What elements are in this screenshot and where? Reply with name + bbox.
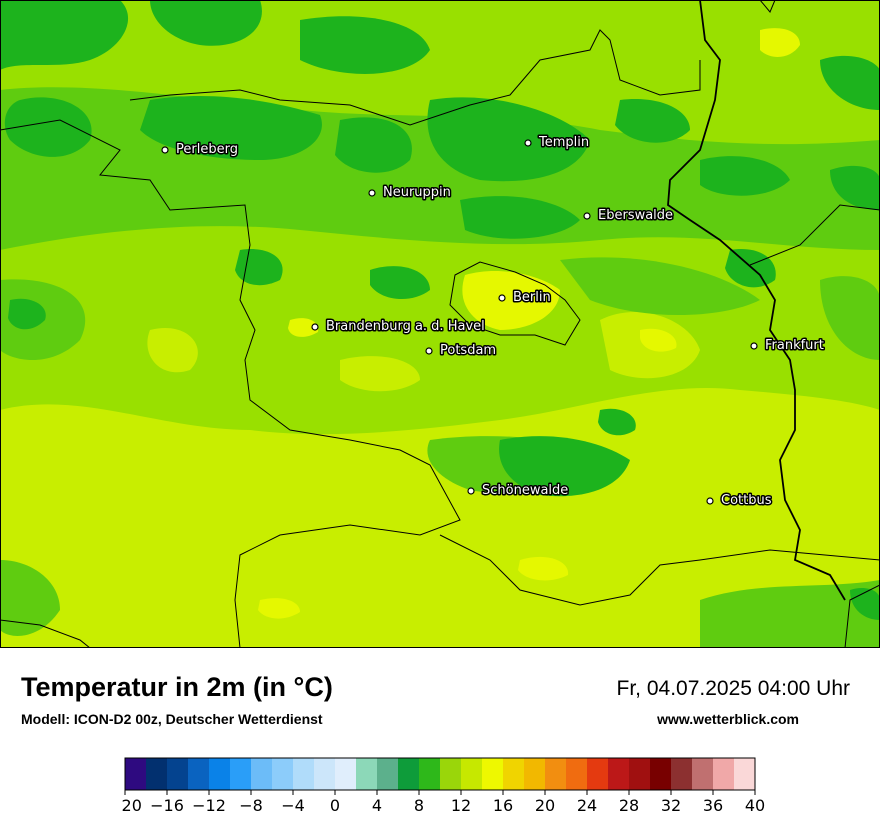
legend-tick-label: −8 — [239, 796, 263, 815]
legend-tick-label: −20 — [120, 796, 142, 815]
yellow-areas — [258, 28, 800, 619]
legend-color-cell — [146, 758, 168, 790]
city-cottbus: Cottbus — [706, 492, 773, 510]
legend-tick-label: 20 — [535, 796, 555, 815]
city-neuruppin: Neuruppin — [368, 184, 452, 202]
svg-text:Cottbus: Cottbus — [721, 493, 772, 508]
legend-color-cell — [209, 758, 231, 790]
svg-text:Eberswalde: Eberswalde — [598, 208, 673, 223]
legend-color-cell — [503, 758, 525, 790]
legend-color-cell — [482, 758, 504, 790]
legend-tick-label: −12 — [192, 796, 226, 815]
legend-tick-label: 0 — [330, 796, 340, 815]
legend-color-cell — [314, 758, 336, 790]
legend-color-cell — [398, 758, 420, 790]
legend-color-cell — [167, 758, 189, 790]
legend-color-cell — [692, 758, 714, 790]
city-brandenburg: Brandenburg a. d. Havel — [311, 318, 486, 336]
city-markers: Perleberg Templin Neuruppin Eberswalde B… — [161, 134, 825, 510]
legend-tick-label: 8 — [414, 796, 424, 815]
city-potsdam: Potsdam — [425, 342, 498, 360]
forecast-datetime: Fr, 04.07.2025 04:00 Uhr — [616, 677, 851, 700]
legend-color-cell — [293, 758, 315, 790]
dark-green-areas — [0, 0, 880, 620]
legend-tick-label: −16 — [150, 796, 184, 815]
svg-text:Perleberg: Perleberg — [176, 142, 238, 157]
svg-text:Neuruppin: Neuruppin — [383, 185, 451, 200]
city-schoenewalde: Schönewalde — [467, 482, 570, 500]
legend-color-cell — [461, 758, 483, 790]
city-berlin: Berlin — [498, 289, 552, 307]
map-canvas: Perleberg Templin Neuruppin Eberswalde B… — [0, 0, 880, 648]
svg-text:Berlin: Berlin — [513, 290, 551, 305]
state-boundary-north — [129, 29, 701, 126]
state-boundary — [0, 119, 461, 648]
legend-tick-label: 32 — [661, 796, 681, 815]
state-boundary-sw — [0, 619, 91, 648]
legend-color-cell — [230, 758, 252, 790]
legend-frame — [124, 757, 756, 791]
legend-tick-label: −4 — [281, 796, 305, 815]
legend-color-cell — [608, 758, 630, 790]
svg-text:Templin: Templin — [538, 135, 589, 150]
svg-text:Frankfurt: Frankfurt — [765, 338, 824, 353]
city-eberswalde: Eberswalde — [583, 207, 675, 225]
border-north-feature — [759, 0, 776, 13]
legend-color-cell — [629, 758, 651, 790]
legend-tick-label: 4 — [372, 796, 382, 815]
legend-color-cell — [545, 758, 567, 790]
legend-color-cell — [440, 758, 462, 790]
legend-color-cell — [671, 758, 693, 790]
state-boundary-south — [439, 534, 880, 606]
model-source: Modell: ICON-D2 00z, Deutscher Wetterdie… — [21, 711, 323, 727]
legend-tick-label: 24 — [577, 796, 597, 815]
legend-color-cell — [356, 758, 378, 790]
legend-color-cell — [377, 758, 399, 790]
legend-tick-label: 28 — [619, 796, 639, 815]
legend-color-cell — [524, 758, 546, 790]
legend-tick-label: 40 — [745, 796, 765, 815]
legend-color-cell — [251, 758, 273, 790]
legend-color-cell — [734, 758, 756, 790]
legend-color-cell — [566, 758, 588, 790]
legend-tick-label: 36 — [703, 796, 723, 815]
legend-color-cell — [587, 758, 609, 790]
state-boundary-se — [844, 584, 880, 648]
svg-text:Schönewalde: Schönewalde — [482, 483, 568, 498]
legend-color-cell — [125, 758, 147, 790]
legend-color-cell — [335, 758, 357, 790]
city-templin: Templin — [524, 134, 591, 152]
legend-tick-label: 12 — [451, 796, 471, 815]
legend-tick-label: 16 — [493, 796, 513, 815]
berlin-boundary — [449, 261, 581, 346]
website-link[interactable]: www.wetterblick.com — [657, 711, 799, 727]
national-border — [667, 0, 846, 601]
legend-color-cell — [650, 758, 672, 790]
svg-text:Potsdam: Potsdam — [440, 343, 496, 358]
map-title: Temperatur in 2m (in °C) — [21, 672, 333, 702]
city-perleberg: Perleberg — [161, 141, 239, 159]
legend-color-cell — [188, 758, 210, 790]
legend-color-cell — [713, 758, 735, 790]
border-east-feature — [749, 204, 880, 266]
legend-scale: −20 −16 −12 −8 −4 0 4 8 12 16 20 24 28 32 36 40 — [108, 757, 765, 815]
city-frankfurt: Frankfurt — [750, 337, 825, 355]
temperature-map: Perleberg Templin Neuruppin Eberswalde B… — [0, 0, 880, 648]
color-legend: −20 −16 −12 −8 −4 0 4 8 12 16 20 24 28 32 36 40 — [108, 755, 770, 825]
legend-color-cell — [272, 758, 294, 790]
yellow-green-areas — [0, 311, 880, 648]
legend-color-cell — [419, 758, 441, 790]
svg-text:Brandenburg a. d. Havel: Brandenburg a. d. Havel — [326, 319, 485, 334]
